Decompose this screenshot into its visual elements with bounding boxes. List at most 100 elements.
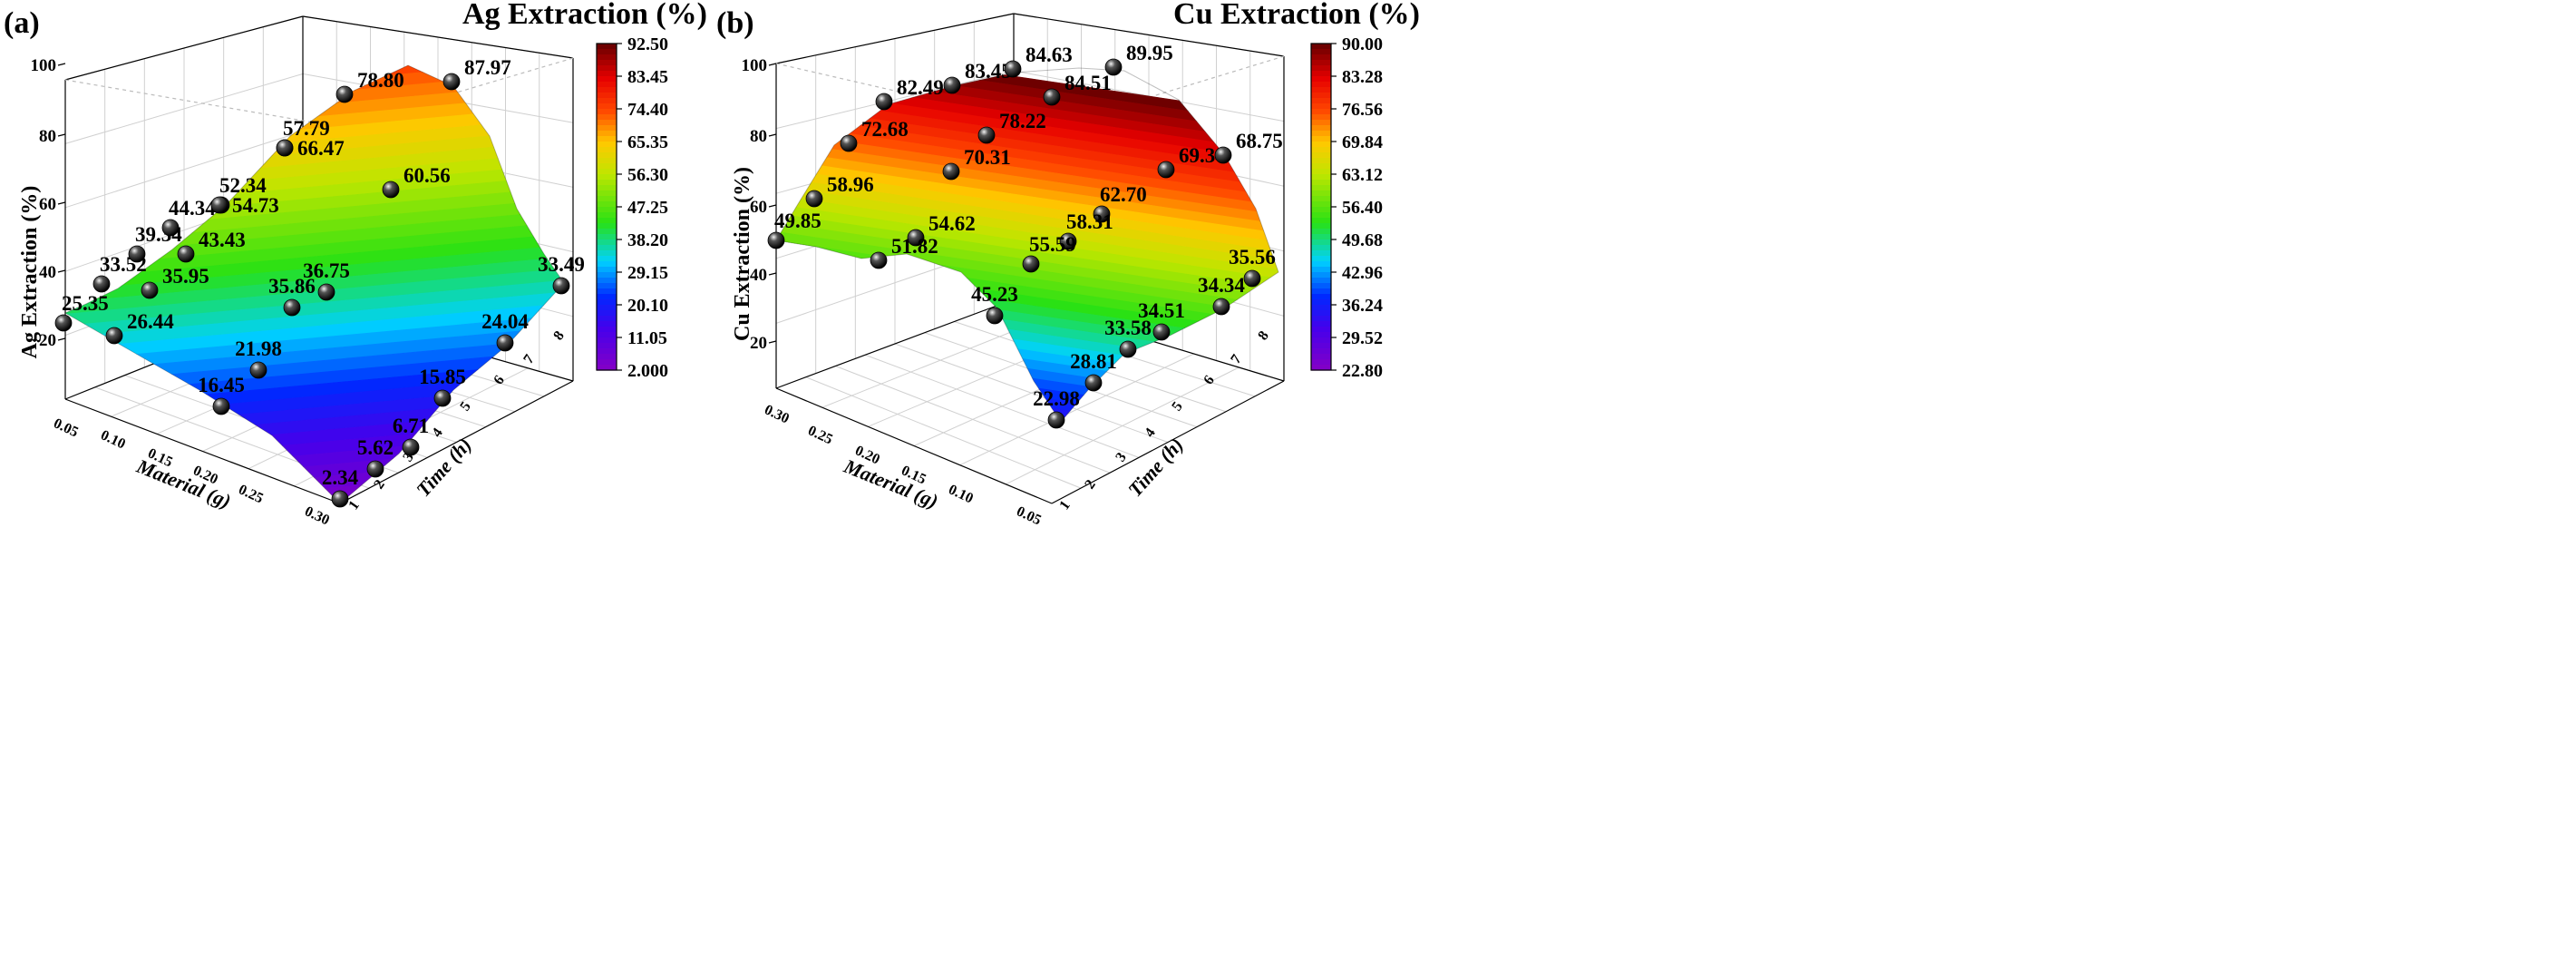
time-tick-label: 5 [457, 399, 474, 414]
data-label: 60.56 [403, 164, 451, 187]
data-point [875, 93, 893, 111]
surface-band [776, 407, 1278, 422]
material-tick-label: 0.05 [51, 415, 81, 440]
material-tick-label: 0.10 [98, 427, 128, 452]
colorbar-tick-label: 90.00 [1342, 34, 1383, 54]
colorbar-segment [1311, 142, 1331, 148]
colorbar-segment [1311, 49, 1331, 55]
colorbar-segment [597, 114, 617, 121]
surface-band [776, 144, 1278, 237]
colorbar-segment [1311, 147, 1331, 153]
colorbar-segment [1311, 103, 1331, 110]
colorbar-tick-label: 47.25 [627, 198, 668, 218]
axis-edge [775, 13, 1015, 64]
time-tick-label: 7 [520, 352, 538, 366]
colorbar-segment [1311, 76, 1331, 83]
data-point [1004, 60, 1022, 78]
colorbar-segment [597, 294, 617, 300]
data-label: 26.44 [127, 310, 174, 333]
surface-band [776, 344, 1278, 422]
axis-edge [775, 298, 1015, 389]
colorbar-segment [597, 163, 617, 170]
colorbar-segment [597, 239, 617, 246]
chart-title: Ag Extraction (%) [462, 0, 707, 31]
data-label: 49.85 [774, 210, 821, 232]
z-tick-label: 20 [750, 334, 767, 353]
data-point [1212, 298, 1230, 316]
z-tick [57, 201, 66, 205]
colorbar-segment [1311, 180, 1331, 186]
colorbar-tick-label: 22.80 [1342, 361, 1383, 381]
colorbar-segment [597, 185, 617, 191]
colorbar-segment [597, 207, 617, 213]
data-label: 35.56 [1229, 246, 1276, 269]
data-point [1119, 340, 1137, 358]
data-point [1047, 411, 1065, 429]
data-point [317, 283, 335, 301]
data-point [840, 134, 858, 152]
panel-label: (a) [4, 6, 40, 40]
data-point [335, 85, 354, 103]
colorbar-segment [597, 54, 617, 61]
colorbar-segment [1311, 283, 1331, 289]
surface-band [776, 153, 1278, 246]
colorbar-segment [597, 152, 617, 159]
colorbar-tick-label: 11.05 [627, 328, 667, 348]
colorbar-segment [597, 93, 617, 99]
colorbar-tick-label: 56.40 [1342, 198, 1383, 218]
data-label: 78.22 [999, 110, 1046, 132]
z-tick [768, 340, 777, 344]
data-label: 35.86 [268, 275, 316, 298]
colorbar-segment [597, 272, 617, 278]
colorbar-segment [597, 267, 617, 273]
material-tick-label: 0.30 [302, 503, 332, 528]
surface-band [65, 273, 564, 341]
data-label: 33.58 [1104, 317, 1152, 339]
data-label: 44.34 [169, 197, 216, 220]
colorbar-segment [1311, 60, 1331, 66]
data-label: 72.68 [861, 118, 909, 141]
data-point [161, 219, 180, 237]
colorbar-segment [1311, 196, 1331, 202]
data-label: 89.95 [1126, 42, 1173, 64]
colorbar-segment [597, 250, 617, 257]
data-point [907, 229, 925, 247]
data-point [331, 490, 349, 508]
colorbar-segment [1311, 299, 1331, 306]
material-axis-label: Material (g) [132, 454, 234, 513]
colorbar-segment [597, 299, 617, 306]
data-label: 43.43 [199, 229, 246, 251]
material-tick-label: 0.05 [1014, 503, 1044, 528]
colorbar-segment [1311, 109, 1331, 115]
colorbar-segment [1311, 120, 1331, 126]
surface-band [776, 208, 1278, 300]
surface-band [65, 331, 564, 399]
colorbar-segment [1311, 152, 1331, 159]
colorbar-tick-label: 92.50 [627, 34, 668, 54]
colorbar-segment [1311, 305, 1331, 311]
colorbar-segment [597, 283, 617, 289]
data-label: 5.62 [357, 436, 394, 459]
data-point [249, 361, 267, 379]
colorbar-segment [597, 190, 617, 197]
axis-edge [64, 398, 341, 504]
data-label: 21.98 [235, 337, 282, 360]
colorbar-segment [597, 256, 617, 262]
colorbar-segment [1311, 65, 1331, 72]
axis-edge [1013, 13, 1285, 57]
colorbar-segment [1311, 365, 1331, 371]
surface-band [776, 171, 1278, 264]
data-label: 57.79 [283, 117, 330, 140]
data-point [442, 73, 461, 91]
colorbar-tick-label: 2.000 [627, 361, 668, 381]
colorbar-segment [1311, 354, 1331, 360]
data-label: 15.85 [419, 366, 466, 388]
z-axis-label: Ag Extraction (%) [18, 186, 42, 359]
colorbar-segment [1311, 185, 1331, 191]
colorbar-segment [597, 169, 617, 175]
colorbar-segment [1311, 343, 1331, 349]
colorbar-segment [597, 223, 617, 230]
colorbar-segment [597, 245, 617, 251]
